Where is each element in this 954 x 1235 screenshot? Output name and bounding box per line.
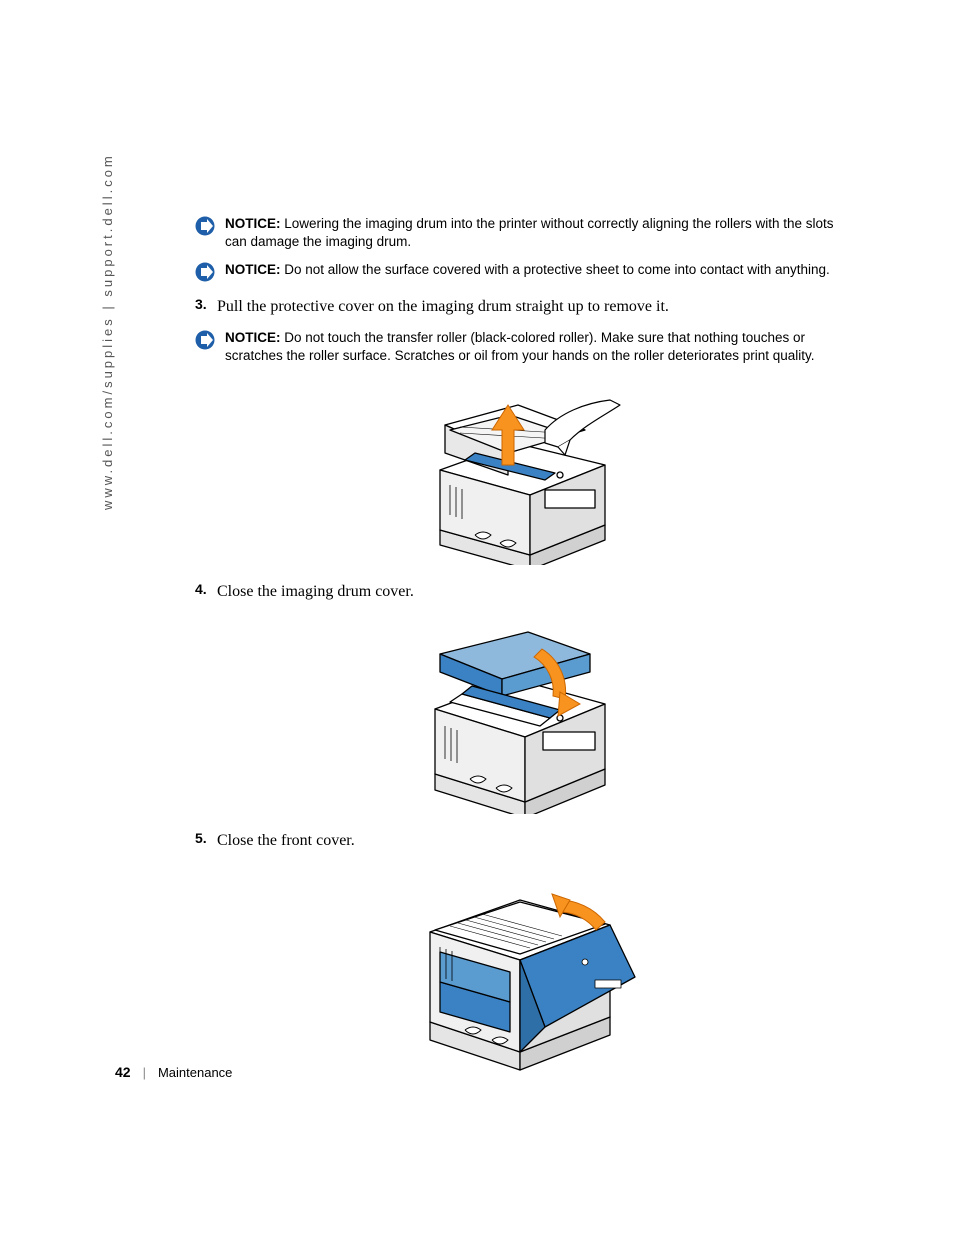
notice-label: NOTICE: bbox=[225, 330, 281, 345]
step-4: 4. Close the imaging drum cover. bbox=[195, 581, 855, 603]
step-3: 3. Pull the protective cover on the imag… bbox=[195, 296, 855, 318]
figure-pull-cover bbox=[195, 375, 855, 565]
notice-2-text: NOTICE: Do not allow the surface covered… bbox=[225, 261, 830, 279]
figure-close-drum bbox=[195, 614, 855, 814]
notice-2-body: Do not allow the surface covered with a … bbox=[284, 262, 830, 277]
step-5-number: 5. bbox=[195, 830, 217, 846]
step-3-number: 3. bbox=[195, 296, 217, 312]
step-4-text: Close the imaging drum cover. bbox=[217, 581, 414, 603]
notice-3-text: NOTICE: Do not touch the transfer roller… bbox=[225, 329, 855, 365]
step-5-text: Close the front cover. bbox=[217, 830, 355, 852]
page: www.dell.com/supplies | support.dell.com… bbox=[0, 0, 954, 1235]
notice-1: NOTICE: Lowering the imaging drum into t… bbox=[195, 215, 855, 251]
notice-icon bbox=[195, 216, 215, 236]
notice-2: NOTICE: Do not allow the surface covered… bbox=[195, 261, 855, 282]
notice-1-text: NOTICE: Lowering the imaging drum into t… bbox=[225, 215, 855, 251]
notice-icon bbox=[195, 262, 215, 282]
footer-separator: | bbox=[143, 1065, 146, 1080]
content-area: NOTICE: Lowering the imaging drum into t… bbox=[195, 215, 855, 1088]
sidebar-url: www.dell.com/supplies | support.dell.com bbox=[100, 153, 115, 510]
notice-3: NOTICE: Do not touch the transfer roller… bbox=[195, 329, 855, 365]
notice-3-body: Do not touch the transfer roller (black-… bbox=[225, 330, 815, 363]
step-5: 5. Close the front cover. bbox=[195, 830, 855, 852]
figure-close-front bbox=[195, 862, 855, 1072]
page-footer: 42 | Maintenance bbox=[115, 1064, 232, 1080]
notice-label: NOTICE: bbox=[225, 216, 281, 231]
step-3-text: Pull the protective cover on the imaging… bbox=[217, 296, 669, 318]
notice-icon bbox=[195, 330, 215, 350]
notice-1-body: Lowering the imaging drum into the print… bbox=[225, 216, 834, 249]
step-4-number: 4. bbox=[195, 581, 217, 597]
notice-label: NOTICE: bbox=[225, 262, 281, 277]
page-number: 42 bbox=[115, 1064, 131, 1080]
footer-section: Maintenance bbox=[158, 1065, 232, 1080]
